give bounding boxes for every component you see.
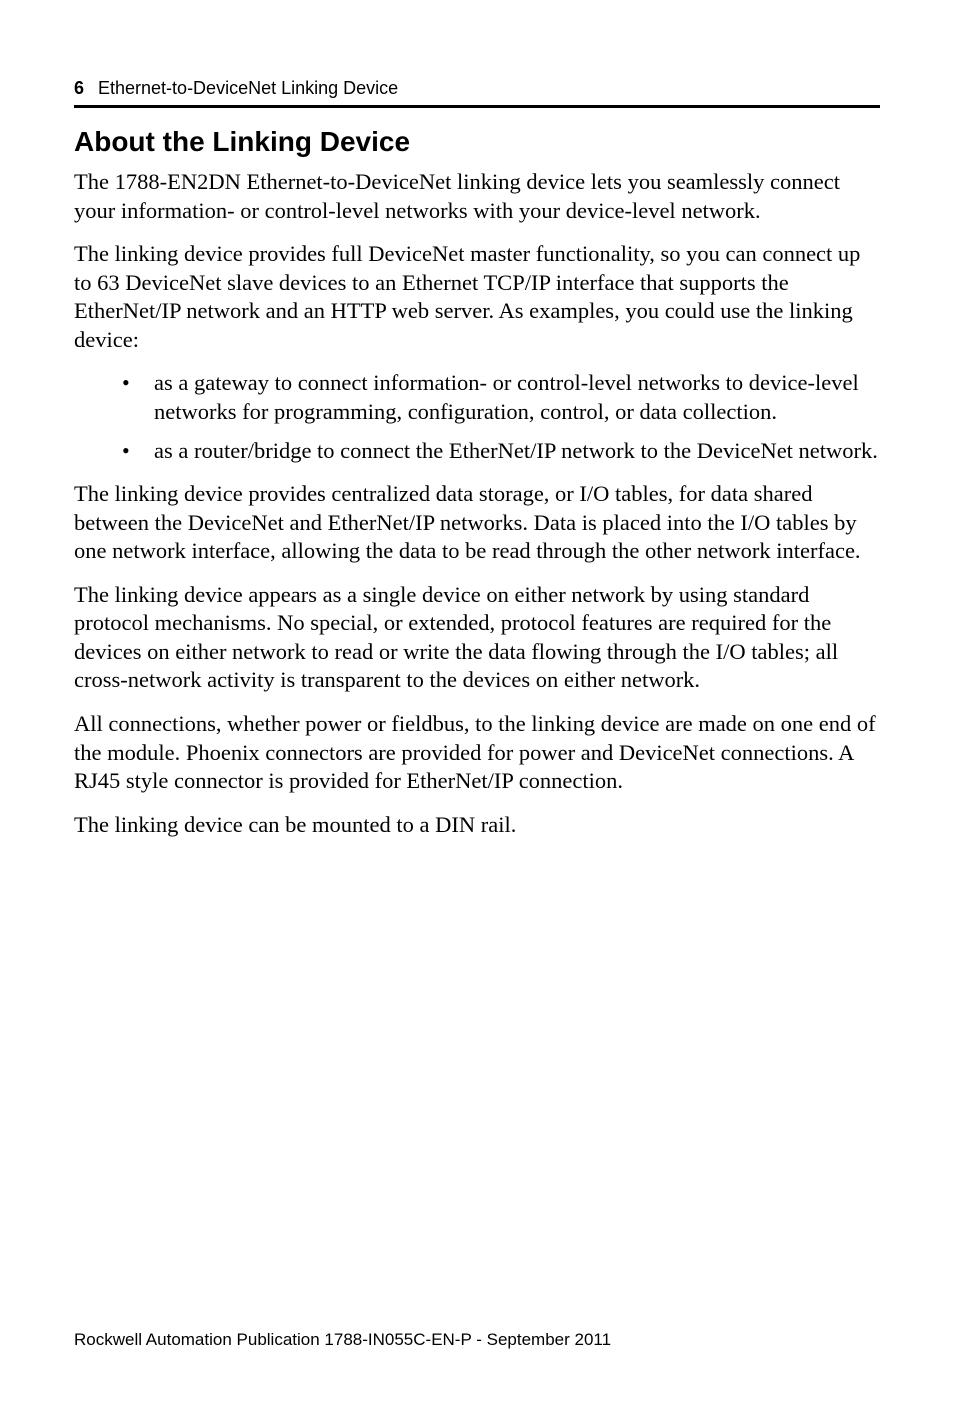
page-number: 6 [74, 78, 84, 99]
body-paragraph: All connections, whether power or fieldb… [74, 710, 880, 796]
running-title: Ethernet-to-DeviceNet Linking Device [98, 78, 398, 99]
page: 6 Ethernet-to-DeviceNet Linking Device A… [0, 0, 954, 1406]
footer-text: Rockwell Automation Publication 1788-IN0… [74, 1330, 611, 1350]
header-rule [74, 105, 880, 108]
section-heading: About the Linking Device [74, 126, 880, 158]
body-paragraph: The linking device provides full DeviceN… [74, 240, 880, 354]
list-item: as a router/bridge to connect the EtherN… [74, 437, 880, 466]
running-header: 6 Ethernet-to-DeviceNet Linking Device [74, 78, 880, 99]
body-paragraph: The linking device appears as a single d… [74, 581, 880, 695]
body-paragraph: The 1788-EN2DN Ethernet-to-DeviceNet lin… [74, 168, 880, 225]
bullet-list: as a gateway to connect information- or … [74, 369, 880, 465]
list-item: as a gateway to connect information- or … [74, 369, 880, 426]
body-paragraph: The linking device provides centralized … [74, 480, 880, 566]
body-paragraph: The linking device can be mounted to a D… [74, 811, 880, 840]
